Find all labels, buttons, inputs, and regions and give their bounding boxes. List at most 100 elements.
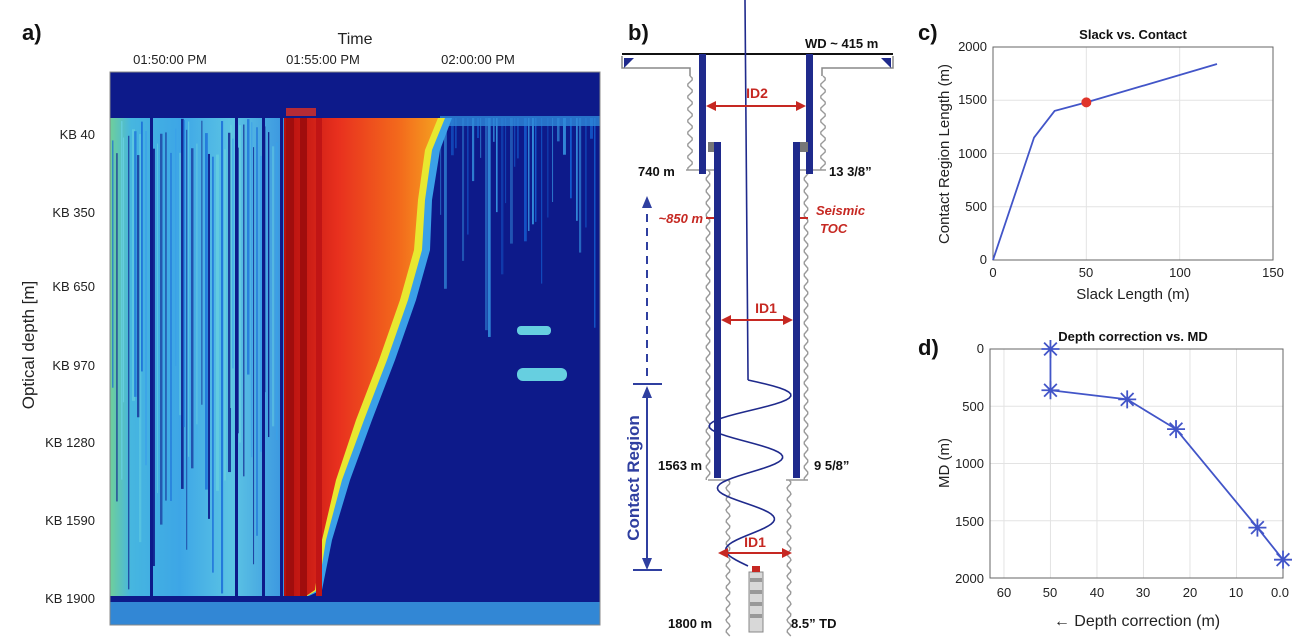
chart-c-x-title: Slack Length (m) xyxy=(1076,286,1189,303)
heatmap-red-column xyxy=(286,118,294,600)
heatmap-streak xyxy=(145,130,147,466)
heatmap-dark-streak xyxy=(280,118,283,600)
heatmap-streak xyxy=(444,118,447,289)
heatmap-streak xyxy=(472,118,475,182)
heatmap-streak xyxy=(524,118,527,242)
heatmap-streak xyxy=(201,120,203,405)
chart-d-y-tick: 0 xyxy=(977,341,984,356)
heatmap-streak xyxy=(260,155,263,452)
heatmap-streak xyxy=(485,118,488,331)
heatmap-y-tick: KB 1900 xyxy=(45,591,95,606)
chart-d-y-tick: 1000 xyxy=(955,456,984,471)
casing-13-left xyxy=(699,54,706,174)
heatmap-y-tick: KB 1280 xyxy=(45,435,95,450)
heatmap-streak xyxy=(116,153,118,502)
chart-c-y-tick: 0 xyxy=(980,252,987,267)
heatmap-top-spot xyxy=(286,108,316,116)
depth-1800-label: 1800 m xyxy=(668,616,712,631)
id1-lower-arrow xyxy=(718,548,792,558)
chart-d-x-tick: 10 xyxy=(1229,585,1243,600)
chart-c-y-tick: 500 xyxy=(965,199,987,214)
casing-13-label: 13 3/8” xyxy=(829,164,872,179)
chart-d-x-tick: 30 xyxy=(1136,585,1150,600)
heatmap-streak xyxy=(137,155,140,418)
chart-d-x-tick: 50 xyxy=(1043,585,1057,600)
id1-lower-label: ID1 xyxy=(744,534,766,550)
heatmap-streak xyxy=(212,156,214,573)
contact-region-label: Contact Region xyxy=(624,415,643,541)
id1-upper-arrow xyxy=(721,315,793,325)
heatmap-streak xyxy=(552,118,554,202)
chart-d-title: Depth correction vs. MD xyxy=(1058,329,1208,344)
heatmap-bottom-line xyxy=(110,596,600,602)
heatmap-streak xyxy=(208,153,210,519)
logging-tool xyxy=(748,566,764,633)
chart-d-point-marker xyxy=(1041,381,1060,400)
chart-c-x-tick: 0 xyxy=(989,265,996,280)
heatmap-streak xyxy=(128,135,130,590)
depth-740-label: 740 m xyxy=(638,164,675,179)
heatmap-streak xyxy=(170,152,172,501)
chart-c-highlight-point xyxy=(1081,97,1092,108)
heatmap-streak xyxy=(496,118,498,213)
heatmap-streak xyxy=(196,143,198,425)
chart-c-y-tick: 1000 xyxy=(958,146,987,161)
heatmap-dark-streak xyxy=(150,118,153,600)
heatmap-flow-front xyxy=(284,118,438,600)
heatmap-streak xyxy=(477,118,479,139)
chart-d-x-tick: 40 xyxy=(1090,585,1104,600)
chart-d-x-tick: 20 xyxy=(1183,585,1197,600)
heatmap-x-tick: 01:50:00 PM xyxy=(133,52,207,67)
heatmap-streak xyxy=(183,120,185,428)
heatmap-red-column xyxy=(300,118,307,600)
heatmap-streak xyxy=(455,118,457,149)
heatmap-streak xyxy=(501,118,504,275)
heatmap-red-column xyxy=(316,118,322,600)
heatmap-streak xyxy=(160,133,163,525)
heatmap-streak xyxy=(186,129,188,550)
heatmap-streak xyxy=(505,118,507,204)
chart-c-x-tick: 150 xyxy=(1262,265,1284,280)
heatmap-streak xyxy=(175,128,177,366)
heatmap-streak xyxy=(480,118,482,158)
heatmap-streak xyxy=(440,118,442,215)
heatmap-plot xyxy=(110,72,600,625)
borehole-wall-left-middle xyxy=(705,169,711,480)
chart-d-grid xyxy=(990,348,1284,579)
borehole-wall-right-lower xyxy=(786,479,792,637)
heatmap-streak xyxy=(528,118,530,231)
heatmap-blob xyxy=(517,326,551,335)
heatmap-streak xyxy=(230,124,233,409)
fiber-cable xyxy=(708,0,792,567)
water-depth-label: WD ~ 415 m xyxy=(805,36,878,51)
chart-d-y-ticks: 0 500 1000 1500 2000 xyxy=(955,341,984,586)
chart-c-x-tick: 50 xyxy=(1079,265,1093,280)
chart-c-y-title: Contact Region Length (m) xyxy=(936,64,953,244)
heatmap-streak xyxy=(243,124,245,477)
panel-a-label: a) xyxy=(22,20,42,45)
heatmap-streak xyxy=(141,121,143,372)
heatmap-streak xyxy=(221,121,224,594)
chart-c-x-tick: 100 xyxy=(1169,265,1191,280)
chart-d-x-ticks: 60 50 40 30 20 10 0.0 xyxy=(997,585,1289,600)
panel-c: c) Slack vs. Contact 0 50 100 150 0 500 … xyxy=(918,20,1284,303)
heatmap-bottom-band xyxy=(110,602,600,625)
chart-d-x-tick: 60 xyxy=(997,585,1011,600)
heatmap-streak xyxy=(134,131,137,397)
chart-d-point-marker xyxy=(1118,390,1137,409)
heatmap-streak xyxy=(239,125,241,443)
heatmap-streak xyxy=(547,118,549,218)
borehole-wall-right-middle xyxy=(803,169,809,480)
chart-d-series-line xyxy=(1049,349,1284,561)
wellhead-anchors xyxy=(624,58,891,68)
heatmap-streak xyxy=(181,118,184,489)
chart-c-title: Slack vs. Contact xyxy=(1079,27,1187,42)
panel-b: b) WD ~ 415 m ID2 xyxy=(621,0,894,637)
chart-c-y-ticks: 0 500 1000 1500 2000 xyxy=(958,39,987,267)
heatmap-streak xyxy=(165,132,167,501)
heatmap-streak xyxy=(123,137,125,403)
heatmap-streak xyxy=(232,138,234,369)
panel-d-label: d) xyxy=(918,335,939,360)
heatmap-x-tick: 02:00:00 PM xyxy=(441,52,515,67)
seismic-label: Seismic xyxy=(816,203,866,218)
